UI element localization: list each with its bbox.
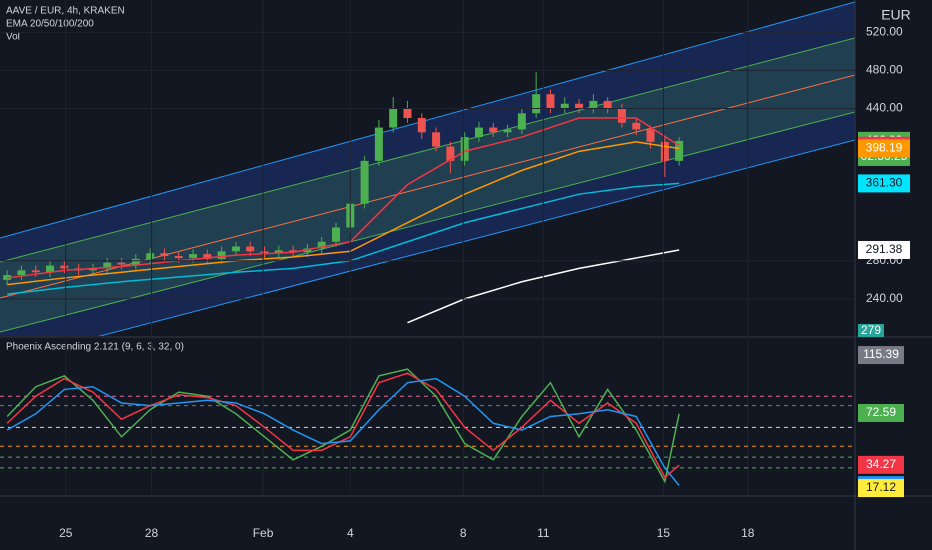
candle-body xyxy=(446,146,455,161)
candle-body xyxy=(417,118,426,133)
candle-body xyxy=(675,140,684,161)
candle-body xyxy=(231,246,240,252)
volume-label-bg xyxy=(858,324,884,337)
ema-line xyxy=(407,249,680,324)
candle-body xyxy=(374,127,383,161)
candle-body xyxy=(489,127,498,133)
candle-body xyxy=(203,254,212,259)
candle-body xyxy=(646,129,655,142)
candle-body xyxy=(88,268,97,271)
last-volume: 279 xyxy=(861,323,881,337)
x-tick-label: 18 xyxy=(741,526,755,540)
candle-body xyxy=(632,122,641,130)
price-label: 398.19 xyxy=(866,140,903,154)
oscillator-line xyxy=(6,372,680,479)
y-tick-label: 520.00 xyxy=(866,25,903,39)
oscillator-label: 115.39 xyxy=(863,347,899,361)
channel xyxy=(0,1,855,336)
x-tick-label: 15 xyxy=(657,526,671,540)
oscillator-label-bg xyxy=(858,479,904,498)
candle-body xyxy=(160,253,169,257)
oscillator-label: 72.59 xyxy=(866,405,896,419)
channel-line xyxy=(0,1,855,239)
channel-line xyxy=(98,139,855,336)
oscillator-line xyxy=(6,377,680,486)
y-tick-label: 440.00 xyxy=(866,101,903,115)
candle-body xyxy=(146,253,155,259)
channel-fill xyxy=(0,2,855,336)
candle-body xyxy=(660,141,669,161)
y-tick-label: 240.00 xyxy=(866,291,903,305)
candle-body xyxy=(546,94,555,109)
channel-line xyxy=(0,37,855,263)
candle-body xyxy=(532,94,541,114)
candle-body xyxy=(60,265,69,269)
oscillator-line xyxy=(6,368,680,484)
candle-body xyxy=(46,265,55,273)
channel-inner-fill xyxy=(0,38,855,332)
candle-body xyxy=(603,100,612,109)
price-label-bg xyxy=(858,240,910,259)
x-tick-label: 11 xyxy=(537,526,550,540)
price-label-bg xyxy=(858,139,910,158)
oscillator-label-bg xyxy=(858,455,904,474)
candle-body xyxy=(589,100,598,109)
oscillator-title: Phoenix Ascending 2.121 (9, 6, 3, 32, 0) xyxy=(6,342,184,353)
oscillator-label-bg xyxy=(858,403,904,422)
oscillator-label: 34.27 xyxy=(866,457,896,471)
x-tick-label: 4 xyxy=(347,526,354,540)
x-tick-label: Feb xyxy=(253,526,274,540)
candle-body xyxy=(474,127,483,138)
channel-line xyxy=(0,111,855,333)
indicator-label: EMA 20/50/100/200 xyxy=(6,19,94,30)
candle-body xyxy=(575,103,584,109)
candle-body xyxy=(517,113,526,130)
candle-body xyxy=(317,241,326,249)
price-label: 291.38 xyxy=(866,242,903,256)
y-tick-label: 480.00 xyxy=(866,63,903,77)
currency: EUR xyxy=(881,7,911,23)
candle-body xyxy=(174,256,183,258)
x-tick-label: 25 xyxy=(59,526,73,540)
candle-body xyxy=(246,246,255,252)
candle-body xyxy=(403,108,412,119)
price-label: 361.30 xyxy=(866,176,903,190)
candle-body xyxy=(389,108,398,128)
candle-body xyxy=(131,258,140,265)
candle-body xyxy=(103,262,112,269)
candle-body xyxy=(289,250,298,253)
candle-body xyxy=(189,254,198,258)
oscillator-label: 17.12 xyxy=(866,480,896,494)
price-label-bg xyxy=(858,174,910,193)
candle-body xyxy=(360,160,369,204)
candle-body xyxy=(503,129,512,133)
candle-body xyxy=(331,227,340,242)
volume-label: Vol xyxy=(6,32,20,43)
candle-body xyxy=(117,262,126,265)
candle-body xyxy=(560,103,569,109)
candle-body xyxy=(460,137,469,161)
candle-body xyxy=(274,250,283,254)
candle-body xyxy=(617,108,626,123)
candle-body xyxy=(432,132,441,147)
oscillator-label-bg xyxy=(858,346,904,365)
candle-body xyxy=(17,270,26,276)
candle-body xyxy=(217,251,226,259)
x-tick-label: 28 xyxy=(145,526,159,540)
x-tick-label: 8 xyxy=(460,526,467,540)
candle-body xyxy=(31,270,40,273)
candle-body xyxy=(260,251,269,254)
